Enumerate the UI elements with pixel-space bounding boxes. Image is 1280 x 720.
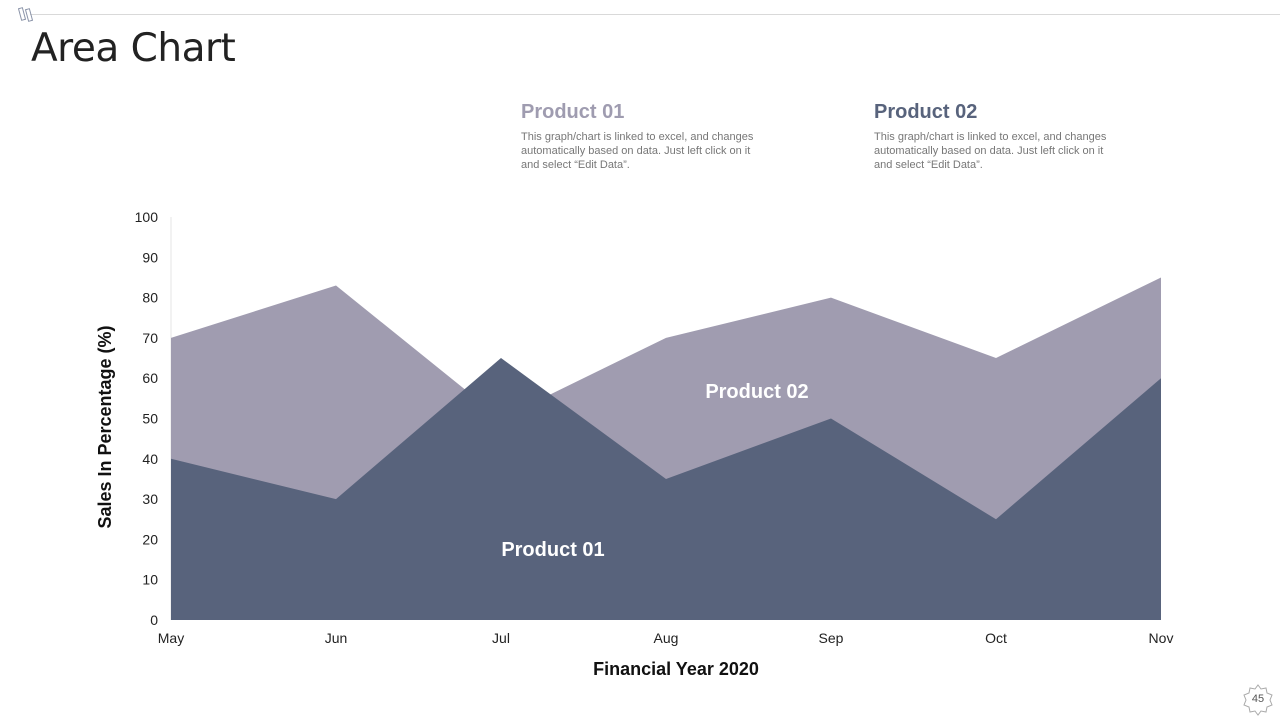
gear-icon: [1243, 684, 1273, 716]
y-tick-label: 60: [142, 370, 158, 386]
series-label-product-01: Product 01: [501, 539, 604, 561]
y-tick-label: 100: [135, 209, 159, 225]
x-tick-label: May: [158, 630, 184, 646]
x-tick-label: Nov: [1149, 630, 1174, 646]
logo-icon: [18, 7, 34, 22]
legend-product-01: Product 01 This graph/chart is linked to…: [521, 101, 761, 172]
x-tick-label: Oct: [985, 630, 1007, 646]
area-series-product-01: [171, 358, 1161, 620]
x-axis-title: Financial Year 2020: [593, 659, 759, 679]
legend-text: This graph/chart is linked to excel, and…: [521, 131, 754, 171]
header-divider: [30, 14, 1280, 15]
y-tick-label: 30: [142, 491, 158, 507]
x-tick-label: Aug: [654, 630, 679, 646]
legend-text: This graph/chart is linked to excel, and…: [874, 131, 1107, 171]
y-tick-label: 40: [142, 451, 158, 467]
y-tick-label: 50: [142, 411, 158, 427]
y-tick-label: 90: [142, 249, 158, 265]
y-tick-label: 80: [142, 290, 158, 306]
y-tick-label: 10: [142, 572, 158, 588]
page-number: 45: [1251, 693, 1265, 705]
y-tick-label: 20: [142, 531, 158, 547]
x-tick-label: Sep: [819, 630, 844, 646]
slide-title: Area Chart: [31, 26, 236, 71]
legend-product-02: Product 02 This graph/chart is linked to…: [874, 101, 1114, 172]
x-tick-label: Jun: [325, 630, 348, 646]
y-axis-title: Sales In Percentage (%): [95, 325, 115, 528]
x-tick-label: Jul: [492, 630, 510, 646]
series-label-product-02: Product 02: [705, 381, 808, 403]
legend-title: Product 01: [521, 101, 625, 123]
y-tick-label: 0: [150, 612, 158, 628]
y-tick-label: 70: [142, 330, 158, 346]
legend-title: Product 02: [874, 101, 978, 123]
